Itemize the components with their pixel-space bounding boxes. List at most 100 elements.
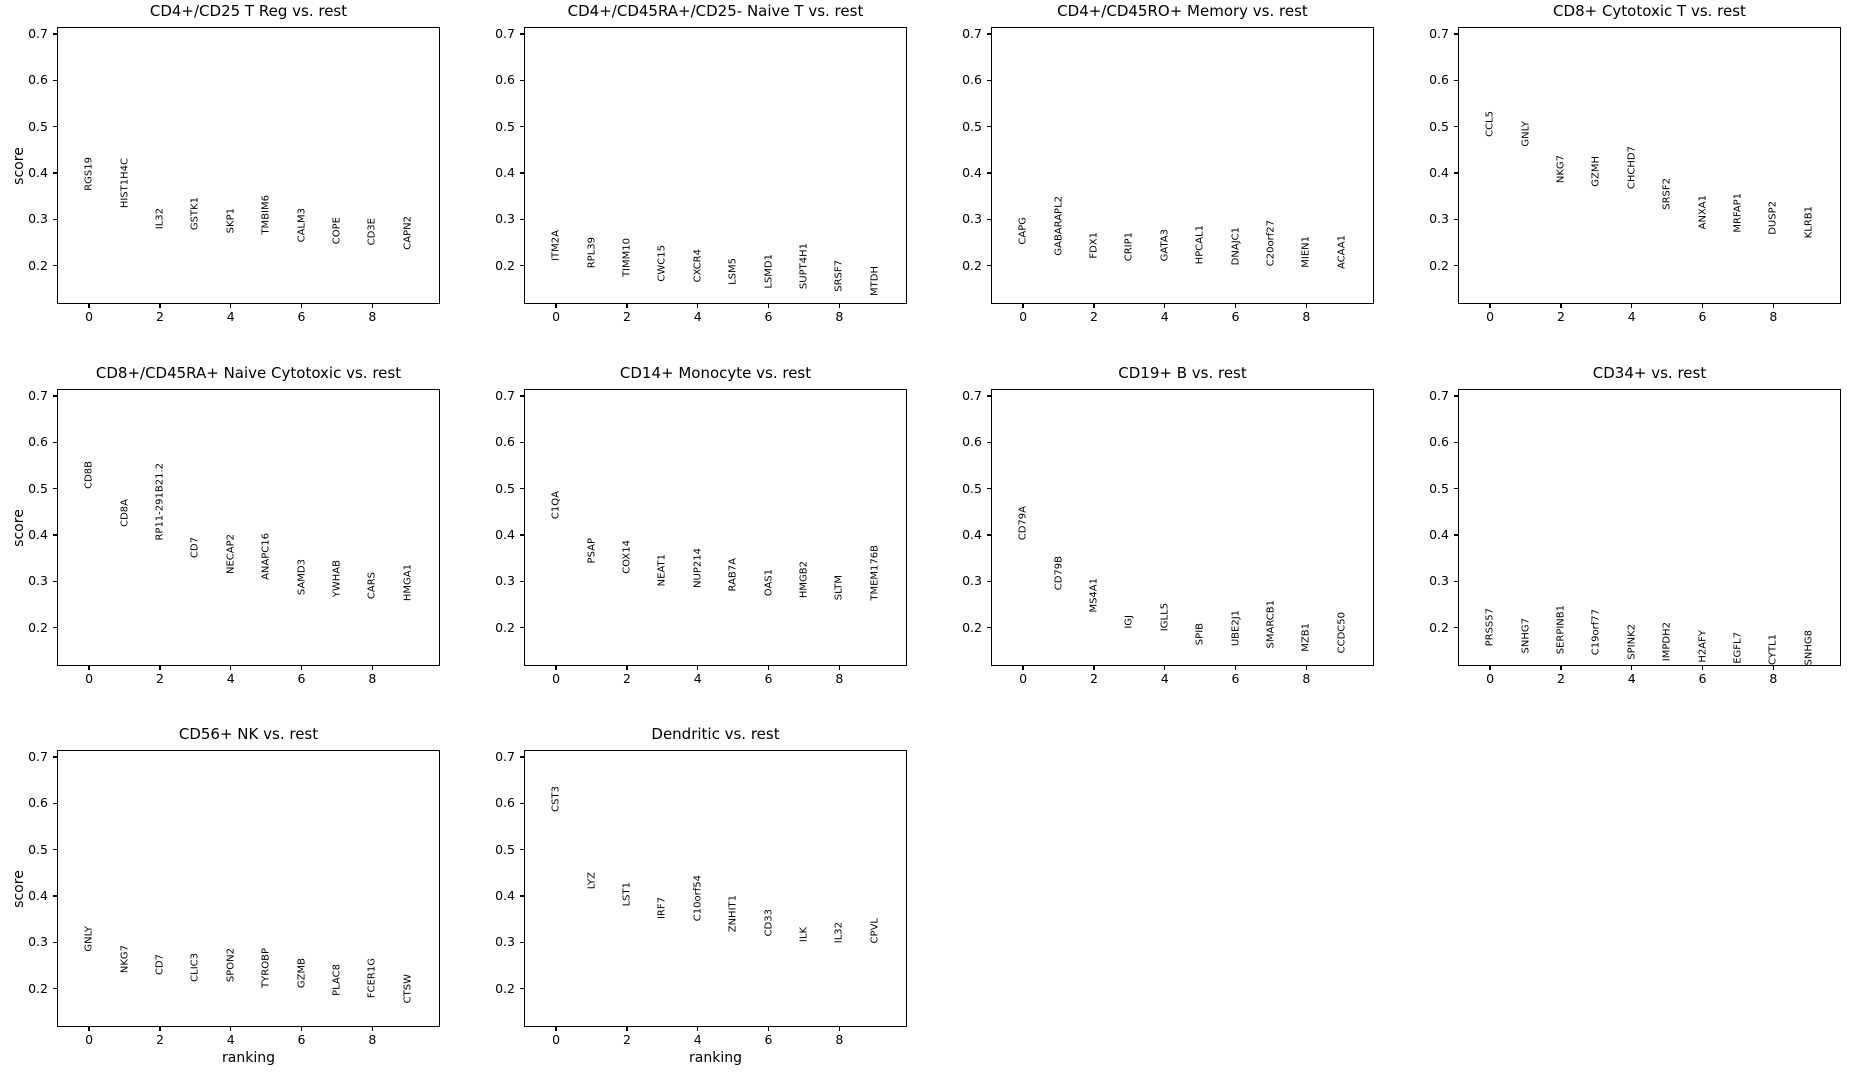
x-tick-label: 4 bbox=[1627, 309, 1636, 324]
y-tick-mark bbox=[53, 395, 57, 397]
y-tick-mark bbox=[53, 125, 57, 128]
subplot-axes-3: CD8+ Cytotoxic T vs. rest 0.7 0.6 0.5 0.4 0.3… bbox=[1429, 2, 1841, 324]
y-tick-label: 0.3 bbox=[495, 934, 515, 950]
y-tick-label: 0.2 bbox=[28, 257, 48, 273]
y-tick-label: 0.5 bbox=[1429, 118, 1449, 134]
y-tick-mark bbox=[520, 218, 524, 220]
x-tick-label: 2 bbox=[155, 309, 164, 324]
gene-label: GZMB bbox=[296, 957, 308, 989]
gene-label: SNHG8 bbox=[1803, 630, 1815, 666]
y-tick-mark bbox=[1454, 580, 1458, 582]
gene-label: FDX1 bbox=[1088, 232, 1100, 259]
y-tick-mark bbox=[520, 848, 524, 851]
gene-label: COX14 bbox=[621, 539, 633, 574]
x-tick-mark bbox=[767, 304, 770, 308]
x-tick-label: 8 bbox=[835, 309, 844, 324]
gene-label: IGLL5 bbox=[1159, 603, 1171, 632]
gene-label: MTDH bbox=[869, 265, 881, 296]
x-tick-mark bbox=[1560, 304, 1562, 308]
gene-label: CD7 bbox=[154, 954, 166, 976]
subplot-title: CD4+/CD45RO+ Memory vs. rest bbox=[1057, 2, 1308, 20]
gene-label: PSAP bbox=[586, 538, 598, 564]
x-tick-label: 0 bbox=[1019, 309, 1028, 324]
x-tick-label: 0 bbox=[552, 309, 561, 324]
x-tick-label: 6 bbox=[764, 1032, 773, 1047]
gene-label: ANXA1 bbox=[1697, 195, 1709, 230]
gene-label: RGS19 bbox=[83, 156, 95, 191]
gene-label: SPIB bbox=[1194, 623, 1206, 646]
y-tick-label: 0.2 bbox=[495, 980, 515, 996]
y-tick-mark bbox=[520, 895, 524, 897]
y-tick-label: 0.2 bbox=[28, 619, 48, 635]
x-tick-label: 4 bbox=[693, 309, 702, 324]
x-tick-mark bbox=[159, 304, 161, 308]
gene-label: GATA3 bbox=[1159, 229, 1171, 262]
gene-label: H2AFY bbox=[1697, 630, 1709, 663]
x-tick-mark bbox=[1631, 666, 1633, 670]
gene-label: CARS bbox=[366, 572, 378, 600]
gene-label: CD8A bbox=[119, 498, 131, 527]
x-tick-mark bbox=[1093, 304, 1095, 308]
y-tick-mark bbox=[987, 79, 991, 82]
gene-label: NKG7 bbox=[119, 944, 131, 973]
gene-label: NUP214 bbox=[692, 548, 704, 589]
y-tick-mark bbox=[53, 534, 57, 536]
x-tick-label: 6 bbox=[764, 309, 773, 324]
y-tick-label: 0.6 bbox=[28, 795, 48, 811]
y-tick-label: 0.4 bbox=[28, 164, 48, 180]
gene-label: IL32 bbox=[154, 207, 166, 229]
y-axis-label: score bbox=[11, 146, 27, 185]
subplot-title: CD34+ vs. rest bbox=[1592, 364, 1707, 382]
gene-label: CAPG bbox=[1017, 216, 1029, 245]
gene-label: CALM3 bbox=[296, 208, 308, 243]
x-tick-mark bbox=[1701, 304, 1704, 308]
y-tick-label: 0.2 bbox=[495, 257, 515, 273]
gene-label: SAMD3 bbox=[296, 558, 308, 595]
x-tick-mark bbox=[1234, 304, 1237, 308]
y-tick-label: 0.4 bbox=[1429, 526, 1449, 542]
y-tick-label: 0.4 bbox=[495, 887, 515, 903]
y-tick-label: 0.4 bbox=[1429, 164, 1449, 180]
y-tick-mark bbox=[53, 987, 57, 990]
y-tick-mark bbox=[1454, 395, 1458, 397]
x-tick-label: 8 bbox=[368, 1032, 377, 1047]
gene-label: SRSF2 bbox=[1661, 177, 1673, 210]
y-tick-mark bbox=[1454, 172, 1458, 174]
x-tick-mark bbox=[1164, 666, 1166, 670]
gene-label: PLAC8 bbox=[331, 964, 343, 996]
y-tick-label: 0.2 bbox=[962, 619, 982, 635]
x-tick-label: 8 bbox=[368, 671, 377, 686]
gene-label: MS4A1 bbox=[1088, 577, 1100, 613]
x-tick-mark bbox=[626, 304, 628, 308]
y-tick-mark bbox=[1454, 218, 1458, 220]
y-tick-label: 0.5 bbox=[28, 480, 48, 496]
y-tick-mark bbox=[53, 487, 57, 490]
x-tick-mark bbox=[767, 666, 770, 670]
x-tick-label: 4 bbox=[693, 671, 702, 686]
x-tick-label: 2 bbox=[1556, 309, 1565, 324]
y-tick-label: 0.6 bbox=[495, 72, 515, 88]
subplot-title: CD19+ B vs. rest bbox=[1118, 364, 1247, 382]
gene-label: C19orf77 bbox=[1590, 608, 1602, 655]
y-tick-mark bbox=[520, 33, 524, 35]
x-tick-mark bbox=[1305, 304, 1308, 308]
subplot-axes-5: CD14+ Monocyte vs. rest 0.7 0.6 0.5 0.4 0.3 0.… bbox=[495, 364, 907, 686]
subplot-axes-7: CD34+ vs. rest 0.7 0.6 0.5 0.4 0.3 0.2 0 2 4 6 8 PRS… bbox=[1429, 364, 1841, 686]
gene-label: C1QA bbox=[550, 490, 562, 519]
y-tick-label: 0.3 bbox=[495, 573, 515, 589]
x-tick-label: 0 bbox=[552, 671, 561, 686]
y-tick-mark bbox=[1454, 79, 1458, 82]
y-tick-label: 0.2 bbox=[1429, 257, 1449, 273]
gene-label: RPL39 bbox=[586, 236, 598, 269]
gene-label: ACAA1 bbox=[1336, 234, 1348, 269]
x-tick-mark bbox=[88, 1027, 90, 1031]
x-tick-mark bbox=[1234, 666, 1237, 670]
y-tick-label: 0.4 bbox=[495, 526, 515, 542]
y-tick-mark bbox=[987, 395, 991, 397]
y-tick-mark bbox=[987, 487, 991, 490]
y-tick-mark bbox=[53, 218, 57, 220]
gene-label: ILK bbox=[798, 926, 810, 942]
gene-label: LSMD1 bbox=[763, 253, 775, 289]
y-tick-label: 0.5 bbox=[28, 841, 48, 857]
gene-label: C20orf27 bbox=[1265, 219, 1277, 266]
